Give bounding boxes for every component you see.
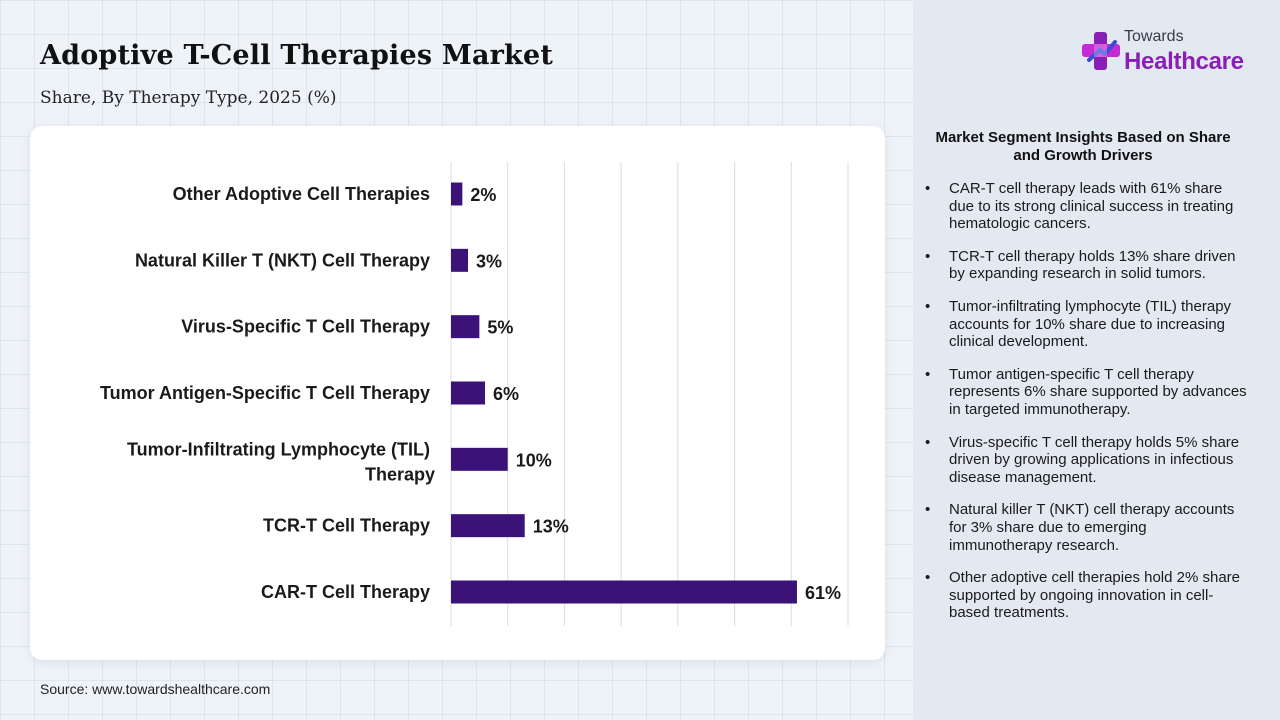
insight-item: • TCR-T cell therapy holds 13% share driv…	[921, 248, 1251, 283]
insight-text: Natural killer T (NKT) cell therapy acco…	[949, 501, 1235, 554]
insights-heading: Market Segment Insights Based on Share a…	[935, 129, 1231, 164]
category-label: Other Adoptive Cell Therapies	[173, 184, 430, 204]
bar	[451, 248, 469, 272]
page-title: Adoptive T-Cell Therapies Market	[40, 40, 554, 71]
insight-item: • Tumor antigen-specific T cell therapy r…	[921, 366, 1251, 419]
brand-name-top: Towards	[1124, 28, 1184, 45]
bullet-icon: •	[925, 501, 931, 519]
value-label: 13%	[533, 517, 569, 537]
page-subtitle: Share, By Therapy Type, 2025 (%)	[40, 88, 337, 108]
bar	[451, 447, 508, 471]
medical-cross-icon	[1082, 32, 1120, 70]
value-label: 2%	[470, 185, 496, 205]
insights-panel	[913, 0, 1280, 720]
insight-text: Virus-specific T cell therapy holds 5% s…	[949, 433, 1240, 486]
insight-item: • Virus-specific T cell therapy holds 5% …	[921, 434, 1251, 487]
category-label: TCR-T Cell Therapy	[263, 516, 430, 536]
category-label: Tumor Antigen-Specific T Cell Therapy	[100, 383, 430, 403]
value-label: 61%	[805, 583, 841, 603]
value-label: 5%	[487, 318, 513, 338]
brand-name-bottom: Healthcare	[1124, 48, 1244, 75]
insight-text: TCR-T cell therapy holds 13% share drive…	[949, 247, 1236, 283]
category-label: CAR-T Cell Therapy	[261, 582, 430, 602]
category-label: Tumor-Infiltrating Lymphocyte (TIL) Thera…	[127, 439, 435, 484]
chart-card: Other Adoptive Cell Therapies 2% Natural K…	[30, 126, 885, 660]
insight-item: • Tumor-infiltrating lymphocyte (TIL) the…	[921, 298, 1251, 351]
insight-text: Tumor-infiltrating lymphocyte (TIL) ther…	[949, 297, 1232, 351]
category-label: Virus-Specific T Cell Therapy	[181, 317, 430, 337]
insight-item: • CAR-T cell therapy leads with 61% share…	[921, 180, 1251, 233]
bullet-icon: •	[925, 297, 931, 315]
bullet-icon: •	[925, 365, 931, 383]
bar	[451, 580, 797, 604]
insight-text: CAR-T cell therapy leads with 61% share …	[949, 180, 1234, 233]
value-label: 10%	[516, 450, 552, 470]
insight-item: • Natural killer T (NKT) cell therapy acc…	[921, 501, 1251, 554]
value-label: 6%	[493, 384, 519, 404]
bullet-icon: •	[925, 569, 931, 587]
bullet-icon: •	[925, 433, 931, 451]
insights-list: • CAR-T cell therapy leads with 61% share…	[921, 180, 1251, 637]
bar	[451, 514, 525, 538]
category-label: Natural Killer T (NKT) Cell Therapy	[135, 250, 430, 270]
bar-chart: Other Adoptive Cell Therapies 2% Natural K…	[100, 162, 849, 626]
bar	[451, 315, 480, 339]
bullet-icon: •	[925, 180, 931, 197]
insight-item: • Other adoptive cell therapies hold 2% s…	[921, 569, 1251, 622]
brand-logo: Towards Healthcare	[1080, 28, 1260, 78]
bar	[451, 182, 463, 206]
source-text: Source: www.towardshealthcare.com	[40, 681, 271, 697]
value-label: 3%	[476, 251, 502, 271]
bullet-icon: •	[925, 247, 931, 265]
insight-text: Tumor antigen-specific T cell therapy re…	[949, 365, 1247, 418]
insight-text: Other adoptive cell therapies hold 2% sh…	[949, 569, 1241, 622]
bar	[451, 381, 486, 405]
